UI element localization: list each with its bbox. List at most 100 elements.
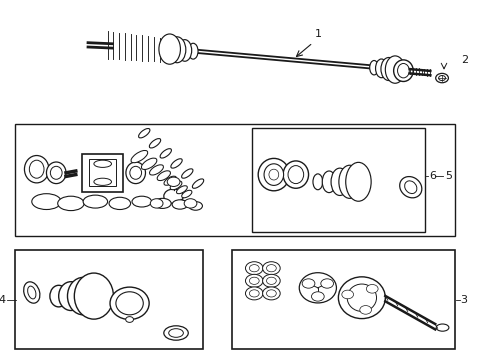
Ellipse shape xyxy=(150,199,163,208)
Ellipse shape xyxy=(299,273,336,303)
Ellipse shape xyxy=(404,181,416,194)
Ellipse shape xyxy=(393,60,412,81)
Ellipse shape xyxy=(153,198,171,208)
Ellipse shape xyxy=(172,200,187,209)
Ellipse shape xyxy=(178,40,191,61)
Ellipse shape xyxy=(176,186,187,194)
Ellipse shape xyxy=(170,159,182,168)
Ellipse shape xyxy=(94,178,111,185)
Ellipse shape xyxy=(160,149,171,158)
Ellipse shape xyxy=(116,292,143,315)
Ellipse shape xyxy=(126,162,145,184)
Ellipse shape xyxy=(245,287,263,300)
Bar xyxy=(15,250,203,349)
Ellipse shape xyxy=(262,274,280,287)
Ellipse shape xyxy=(181,169,193,178)
Ellipse shape xyxy=(168,329,183,337)
Bar xyxy=(89,159,116,186)
Ellipse shape xyxy=(245,262,263,275)
Ellipse shape xyxy=(311,292,324,301)
Ellipse shape xyxy=(59,282,83,310)
Ellipse shape xyxy=(23,282,40,303)
Ellipse shape xyxy=(283,161,308,188)
Ellipse shape xyxy=(167,177,180,186)
Ellipse shape xyxy=(302,279,314,288)
Ellipse shape xyxy=(399,176,421,198)
Ellipse shape xyxy=(28,286,36,299)
Ellipse shape xyxy=(345,162,370,201)
Ellipse shape xyxy=(330,168,348,195)
Ellipse shape xyxy=(168,37,185,63)
Ellipse shape xyxy=(266,265,276,272)
Ellipse shape xyxy=(94,160,111,167)
Ellipse shape xyxy=(125,317,133,323)
Ellipse shape xyxy=(58,196,84,211)
Ellipse shape xyxy=(266,277,276,284)
Ellipse shape xyxy=(369,60,378,75)
Text: 4: 4 xyxy=(0,295,6,305)
Ellipse shape xyxy=(338,277,385,319)
Ellipse shape xyxy=(249,290,259,297)
Ellipse shape xyxy=(258,158,289,191)
Ellipse shape xyxy=(366,284,377,293)
Ellipse shape xyxy=(435,324,448,331)
Ellipse shape xyxy=(375,59,386,78)
Ellipse shape xyxy=(157,171,170,181)
Ellipse shape xyxy=(359,306,371,314)
Ellipse shape xyxy=(338,165,360,198)
Ellipse shape xyxy=(287,166,303,184)
Ellipse shape xyxy=(380,58,396,81)
Ellipse shape xyxy=(50,285,67,307)
Ellipse shape xyxy=(438,76,445,81)
Ellipse shape xyxy=(110,287,149,320)
Ellipse shape xyxy=(322,171,335,193)
Ellipse shape xyxy=(130,166,142,179)
Ellipse shape xyxy=(346,284,376,311)
Ellipse shape xyxy=(264,164,283,185)
Ellipse shape xyxy=(249,265,259,272)
Ellipse shape xyxy=(320,279,333,288)
Ellipse shape xyxy=(50,166,62,179)
Text: 3: 3 xyxy=(460,295,467,305)
Ellipse shape xyxy=(188,43,198,59)
Ellipse shape xyxy=(149,139,161,148)
Ellipse shape xyxy=(163,176,176,185)
Bar xyxy=(15,124,454,236)
Bar xyxy=(81,154,123,192)
Ellipse shape xyxy=(163,189,183,203)
Ellipse shape xyxy=(245,274,263,287)
Ellipse shape xyxy=(74,273,113,319)
Ellipse shape xyxy=(67,277,99,315)
Ellipse shape xyxy=(159,34,180,64)
Ellipse shape xyxy=(141,158,157,170)
Ellipse shape xyxy=(138,129,150,138)
Ellipse shape xyxy=(46,162,66,184)
Bar xyxy=(232,250,454,349)
Ellipse shape xyxy=(32,194,61,210)
Ellipse shape xyxy=(268,169,278,180)
Ellipse shape xyxy=(184,199,197,208)
Ellipse shape xyxy=(385,56,404,83)
Text: 6: 6 xyxy=(428,171,435,181)
Ellipse shape xyxy=(132,196,151,207)
Ellipse shape xyxy=(188,202,202,210)
Ellipse shape xyxy=(249,277,259,284)
Ellipse shape xyxy=(266,290,276,297)
Ellipse shape xyxy=(163,326,188,340)
Ellipse shape xyxy=(109,197,130,210)
Ellipse shape xyxy=(397,63,408,78)
Ellipse shape xyxy=(131,150,147,163)
Text: 1: 1 xyxy=(315,29,322,39)
Ellipse shape xyxy=(83,195,107,208)
Ellipse shape xyxy=(29,160,44,178)
Ellipse shape xyxy=(262,287,280,300)
Ellipse shape xyxy=(341,290,353,299)
Ellipse shape xyxy=(262,262,280,275)
Ellipse shape xyxy=(170,181,182,190)
Text: 2: 2 xyxy=(461,55,468,65)
Ellipse shape xyxy=(312,174,322,190)
Text: 5: 5 xyxy=(444,171,451,181)
Bar xyxy=(251,128,425,232)
Ellipse shape xyxy=(192,179,203,188)
Ellipse shape xyxy=(24,156,49,183)
